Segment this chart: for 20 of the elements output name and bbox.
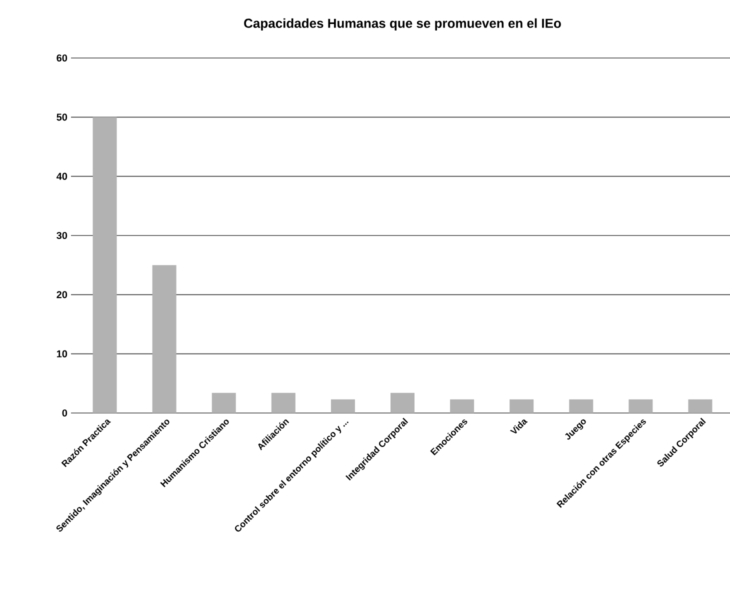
y-tick-label: 20 bbox=[56, 291, 68, 298]
bar bbox=[510, 399, 534, 413]
bar bbox=[569, 399, 594, 413]
bar bbox=[271, 392, 296, 413]
y-tick-label: 40 bbox=[56, 172, 68, 180]
bar bbox=[152, 265, 176, 413]
y-tick-label: 0 bbox=[62, 409, 68, 417]
y-tick-label: 60 bbox=[56, 54, 68, 62]
bar bbox=[390, 392, 415, 413]
bar bbox=[688, 399, 712, 413]
bar bbox=[628, 399, 653, 413]
bar bbox=[450, 399, 474, 413]
x-tick-label: Vida bbox=[510, 420, 528, 434]
y-tick-label: 30 bbox=[56, 232, 68, 240]
y-tick-label: 50 bbox=[56, 114, 68, 121]
y-tick-label: 10 bbox=[56, 350, 68, 358]
bar bbox=[212, 392, 236, 413]
bar bbox=[330, 399, 355, 413]
bar bbox=[92, 117, 117, 413]
chart-title: Capacidades Humanas que se promueven en el IEo bbox=[244, 18, 561, 30]
